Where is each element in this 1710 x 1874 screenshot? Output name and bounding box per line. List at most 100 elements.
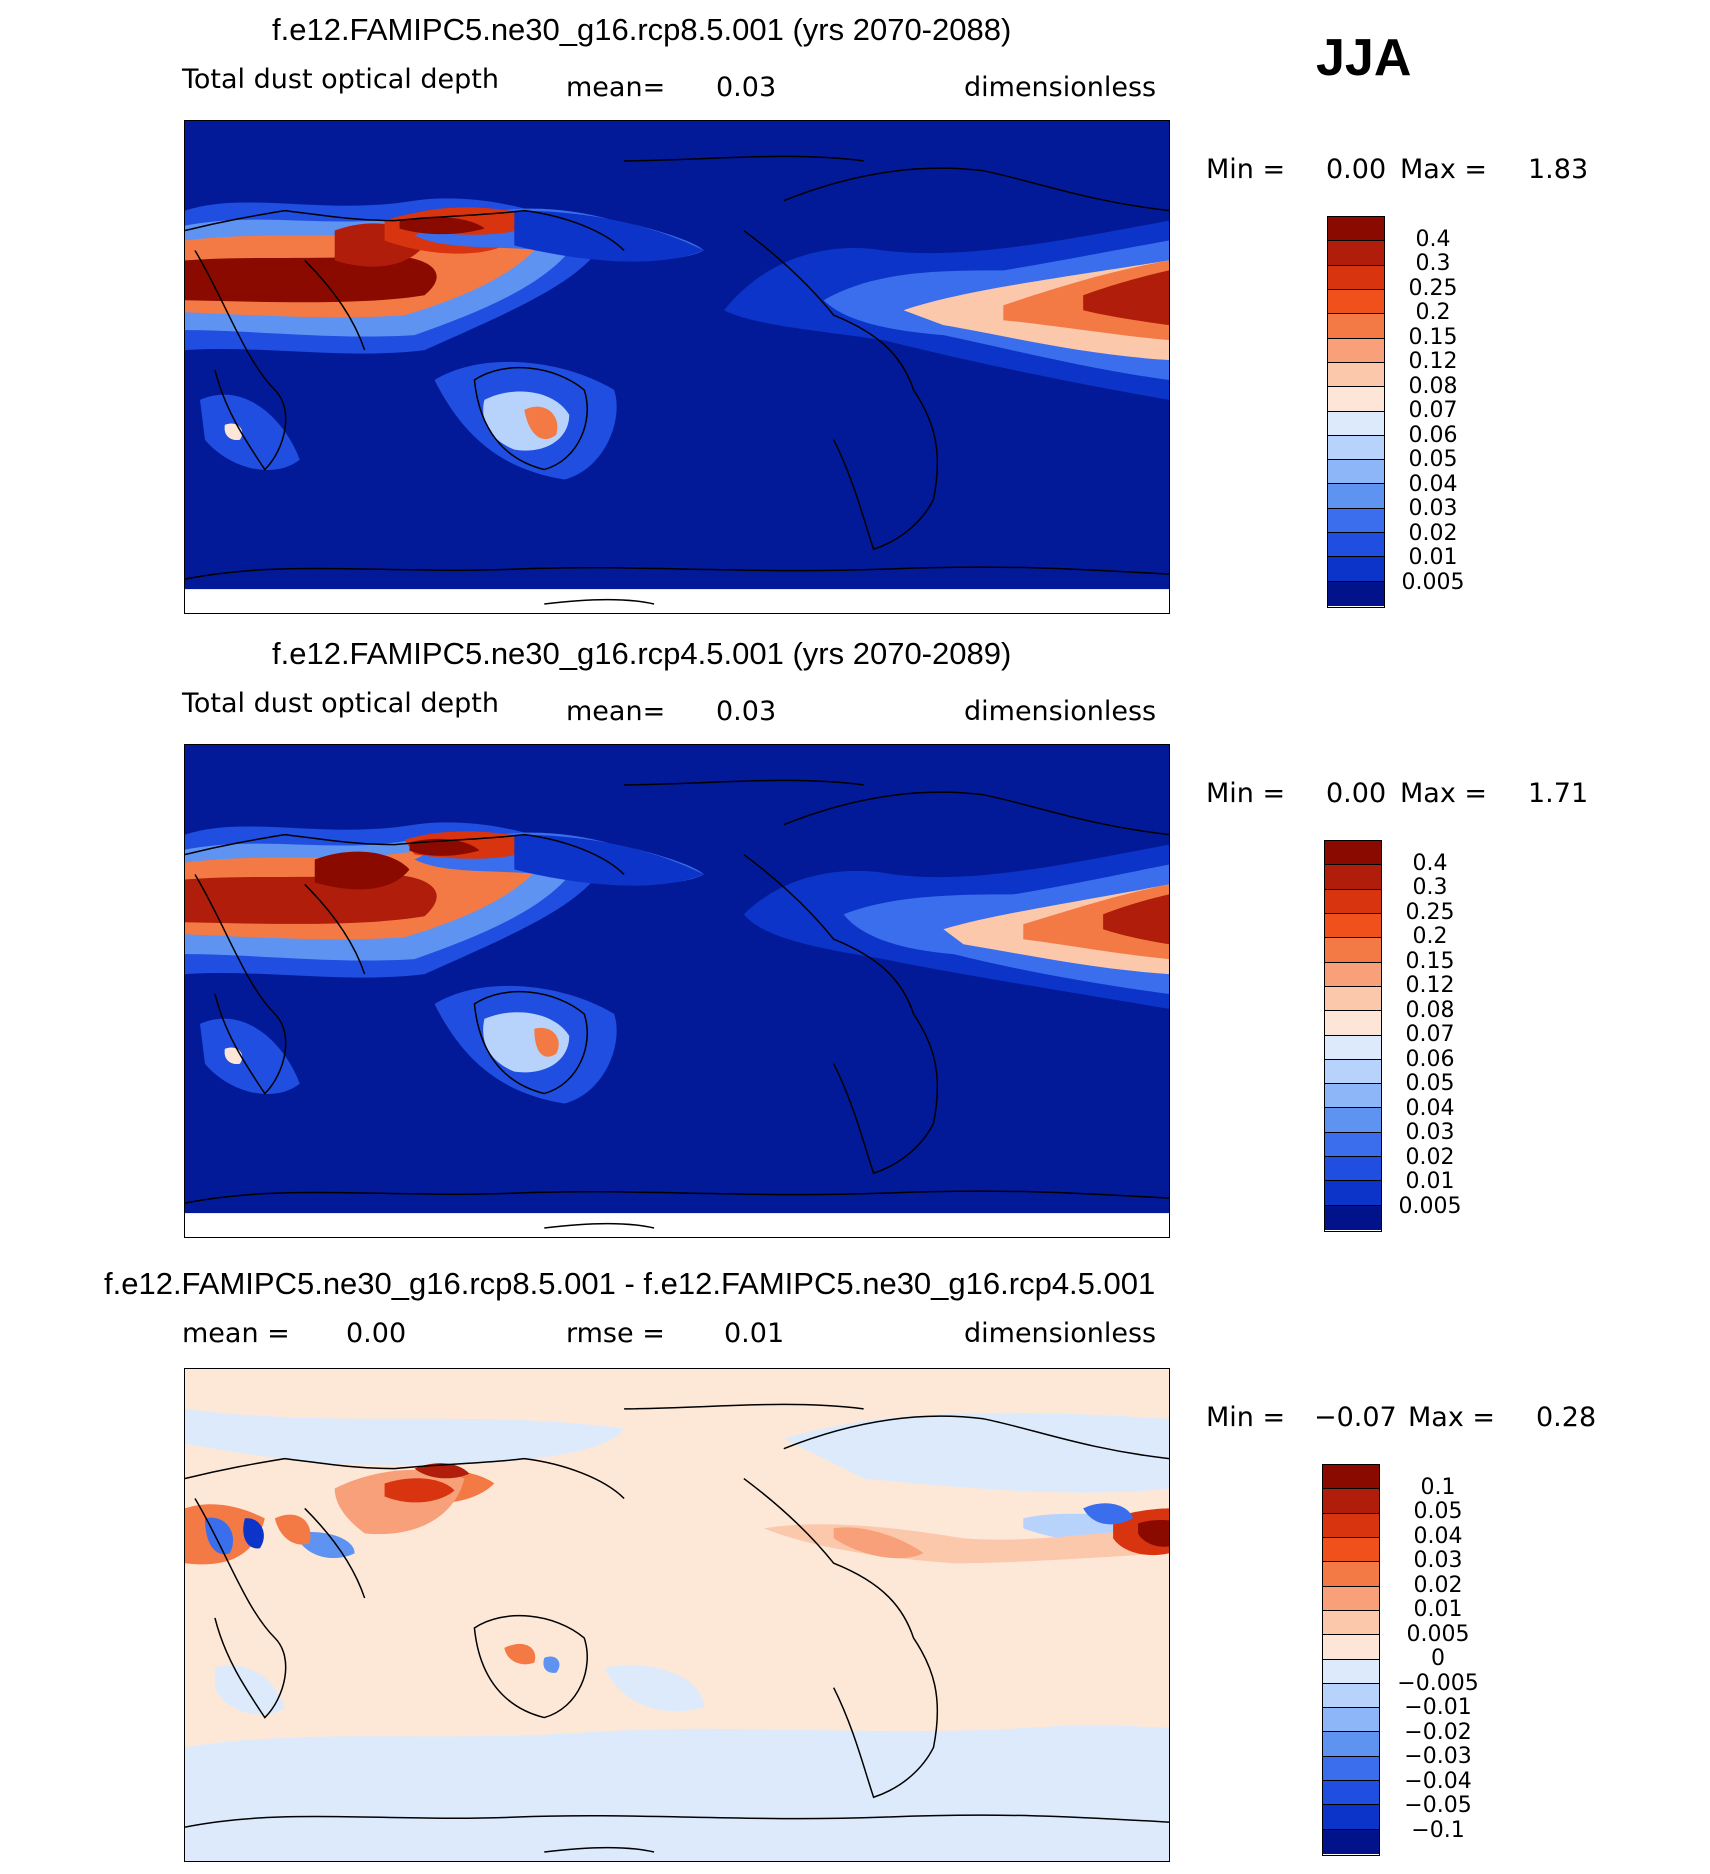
colorbar-tick-label: 0.25 bbox=[1405, 899, 1455, 925]
colorbar-tick-label: −0.01 bbox=[1404, 1695, 1472, 1720]
panel1-units: dimensionless bbox=[964, 72, 1157, 103]
colorbar-swatch bbox=[1325, 889, 1381, 914]
colorbar-swatch bbox=[1328, 508, 1384, 534]
colorbar-swatch bbox=[1325, 938, 1381, 963]
colorbar-swatch bbox=[1323, 1537, 1379, 1563]
colorbar-swatch bbox=[1328, 314, 1384, 339]
panel1-min-label: Min = bbox=[1206, 154, 1286, 185]
colorbar-tick-label: 0.005 bbox=[1406, 1621, 1470, 1647]
colorbar-tick-label: 0.05 bbox=[1408, 447, 1458, 472]
colorbar-tick-label: 0.02 bbox=[1413, 1572, 1463, 1598]
colorbar-swatch bbox=[1325, 865, 1381, 890]
panel3-min-value: −0.07 bbox=[1314, 1402, 1397, 1433]
panel3-mean-label: mean = bbox=[182, 1318, 290, 1349]
colorbar-tick-label: 0.05 bbox=[1413, 1499, 1463, 1524]
panel2-min-value: 0.00 bbox=[1326, 778, 1387, 809]
panel2-mean-label: mean= bbox=[566, 696, 666, 727]
colorbar-swatch bbox=[1323, 1489, 1379, 1514]
panel3-title: f.e12.FAMIPC5.ne30_g16.rcp8.5.001 - f.e1… bbox=[104, 1266, 1156, 1301]
colorbar-tick-label: 0.25 bbox=[1408, 275, 1458, 301]
panel2-map bbox=[184, 744, 1170, 1238]
colorbar-tick-label: 0.01 bbox=[1408, 545, 1458, 570]
colorbar-swatch bbox=[1328, 362, 1384, 388]
panel3-rmse-label: rmse = bbox=[566, 1318, 665, 1349]
panel3-units: dimensionless bbox=[964, 1318, 1157, 1349]
colorbar-swatch bbox=[1328, 217, 1384, 242]
panel3-mean-value: 0.00 bbox=[346, 1318, 407, 1349]
colorbar-swatch bbox=[1323, 1513, 1379, 1538]
colorbar-tick-label: 0.06 bbox=[1405, 1046, 1455, 1072]
colorbar-tick-label: 0.12 bbox=[1408, 349, 1458, 374]
colorbar-swatch bbox=[1325, 1108, 1381, 1133]
colorbar-swatch bbox=[1323, 1781, 1379, 1806]
colorbar-tick-label: −0.03 bbox=[1404, 1744, 1472, 1769]
colorbar-swatch bbox=[1323, 1829, 1379, 1854]
colorbar-swatch bbox=[1325, 913, 1381, 939]
panel2-colorbar bbox=[1324, 840, 1382, 1232]
colorbar-swatch bbox=[1328, 387, 1384, 412]
colorbar-tick-label: 0.3 bbox=[1412, 875, 1448, 900]
colorbar-swatch bbox=[1325, 1084, 1381, 1109]
panel3-max-label: Max = bbox=[1408, 1402, 1496, 1433]
colorbar-swatch bbox=[1325, 1181, 1381, 1206]
panel1-mean-value: 0.03 bbox=[716, 72, 777, 103]
colorbar-swatch bbox=[1323, 1659, 1379, 1684]
colorbar-swatch bbox=[1328, 557, 1384, 582]
colorbar-tick-label: 0.005 bbox=[1401, 569, 1465, 595]
panel3-map bbox=[184, 1368, 1170, 1862]
colorbar-swatch bbox=[1325, 986, 1381, 1012]
panel1-min-value: 0.00 bbox=[1326, 154, 1387, 185]
colorbar-tick-label: 0.005 bbox=[1398, 1193, 1462, 1219]
colorbar-swatch bbox=[1323, 1708, 1379, 1733]
panel1-mean-label: mean= bbox=[566, 72, 666, 103]
colorbar-swatch bbox=[1323, 1562, 1379, 1587]
colorbar-swatch bbox=[1323, 1683, 1379, 1709]
colorbar-tick-label: 0.01 bbox=[1413, 1597, 1463, 1622]
colorbar-tick-label: 0.05 bbox=[1405, 1071, 1455, 1096]
colorbar-tick-label: 0.01 bbox=[1405, 1169, 1455, 1194]
colorbar-swatch bbox=[1328, 265, 1384, 290]
colorbar-tick-label: 0.07 bbox=[1408, 398, 1458, 423]
colorbar-tick-label: 0.03 bbox=[1405, 1120, 1455, 1145]
colorbar-swatch bbox=[1328, 289, 1384, 315]
colorbar-tick-label: 0.06 bbox=[1408, 422, 1458, 448]
colorbar-tick-label: 0.15 bbox=[1405, 948, 1455, 974]
panel1-title: f.e12.FAMIPC5.ne30_g16.rcp8.5.001 (yrs 2… bbox=[272, 12, 1012, 47]
colorbar-tick-label: 0.4 bbox=[1415, 226, 1451, 252]
panel2-min-label: Min = bbox=[1206, 778, 1286, 809]
colorbar-tick-label: 0.04 bbox=[1413, 1523, 1463, 1549]
panel2-max-label: Max = bbox=[1400, 778, 1488, 809]
colorbar-swatch bbox=[1328, 411, 1384, 436]
colorbar-swatch bbox=[1325, 1035, 1381, 1060]
colorbar-tick-label: 0.12 bbox=[1405, 973, 1455, 998]
colorbar-tick-label: −0.02 bbox=[1404, 1719, 1472, 1745]
colorbar-swatch bbox=[1323, 1805, 1379, 1830]
colorbar-swatch bbox=[1323, 1610, 1379, 1636]
panel1-colorbar bbox=[1327, 216, 1385, 608]
colorbar-tick-label: 0.03 bbox=[1408, 496, 1458, 521]
colorbar-swatch bbox=[1328, 435, 1384, 461]
panel1-max-value: 1.83 bbox=[1528, 154, 1589, 185]
colorbar-swatch bbox=[1328, 460, 1384, 485]
colorbar-tick-label: 0.04 bbox=[1405, 1095, 1455, 1121]
colorbar-tick-label: 0.2 bbox=[1415, 300, 1451, 325]
colorbar-swatch bbox=[1323, 1586, 1379, 1611]
colorbar-swatch bbox=[1328, 533, 1384, 558]
panel1-max-label: Max = bbox=[1400, 154, 1488, 185]
panel2-variable-label: Total dust optical depth bbox=[182, 688, 499, 719]
colorbar-tick-label: 0.08 bbox=[1408, 373, 1458, 399]
colorbar-swatch bbox=[1325, 1205, 1381, 1230]
colorbar-swatch bbox=[1325, 1132, 1381, 1158]
colorbar-tick-label: 0 bbox=[1431, 1646, 1445, 1671]
colorbar-swatch bbox=[1323, 1635, 1379, 1660]
colorbar-swatch bbox=[1325, 841, 1381, 866]
colorbar-swatch bbox=[1325, 1011, 1381, 1036]
panel2-units: dimensionless bbox=[964, 696, 1157, 727]
colorbar-tick-label: −0.04 bbox=[1404, 1768, 1472, 1794]
colorbar-swatch bbox=[1328, 484, 1384, 509]
colorbar-tick-label: −0.005 bbox=[1397, 1670, 1479, 1696]
colorbar-swatch bbox=[1325, 962, 1381, 987]
colorbar-tick-label: 0.15 bbox=[1408, 324, 1458, 350]
colorbar-swatch bbox=[1328, 241, 1384, 266]
colorbar-swatch bbox=[1323, 1732, 1379, 1757]
